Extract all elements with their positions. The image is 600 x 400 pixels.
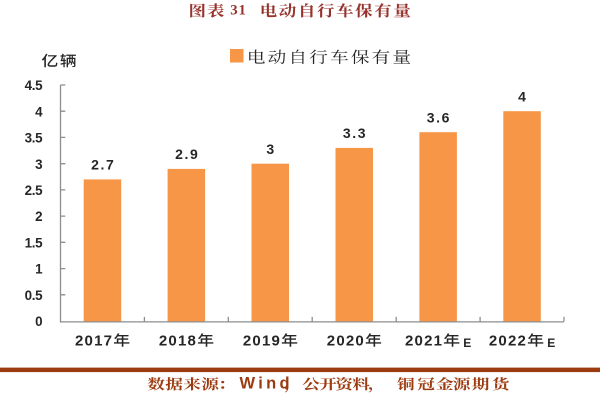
svg-text:1.5: 1.5 bbox=[25, 235, 44, 250]
svg-text:4: 4 bbox=[518, 89, 527, 105]
svg-text:E: E bbox=[463, 336, 471, 350]
svg-text:Wind: Wind bbox=[240, 374, 293, 392]
svg-text:3.6: 3.6 bbox=[427, 110, 451, 126]
svg-text:4.5: 4.5 bbox=[25, 78, 44, 93]
svg-text:3: 3 bbox=[266, 141, 275, 157]
svg-text:2017: 2017 bbox=[75, 333, 113, 350]
svg-text:2: 2 bbox=[35, 209, 42, 224]
svg-text:0: 0 bbox=[35, 314, 42, 329]
svg-text:0.5: 0.5 bbox=[25, 288, 44, 303]
svg-text:31: 31 bbox=[230, 3, 246, 19]
svg-text:2021: 2021 bbox=[405, 333, 443, 350]
svg-text:2018: 2018 bbox=[159, 333, 197, 350]
svg-text:2020: 2020 bbox=[327, 333, 365, 350]
svg-text:2019: 2019 bbox=[243, 333, 281, 350]
svg-text:3.5: 3.5 bbox=[25, 131, 44, 146]
svg-text:2.7: 2.7 bbox=[91, 157, 115, 173]
svg-text:4: 4 bbox=[35, 104, 43, 119]
svg-text:2022: 2022 bbox=[489, 333, 527, 350]
svg-text:2.9: 2.9 bbox=[175, 146, 199, 162]
svg-text:E: E bbox=[547, 336, 555, 350]
svg-text:3.3: 3.3 bbox=[343, 125, 367, 141]
svg-text:1: 1 bbox=[35, 262, 43, 277]
svg-text:2.5: 2.5 bbox=[25, 183, 44, 198]
svg-text:3: 3 bbox=[35, 157, 42, 172]
